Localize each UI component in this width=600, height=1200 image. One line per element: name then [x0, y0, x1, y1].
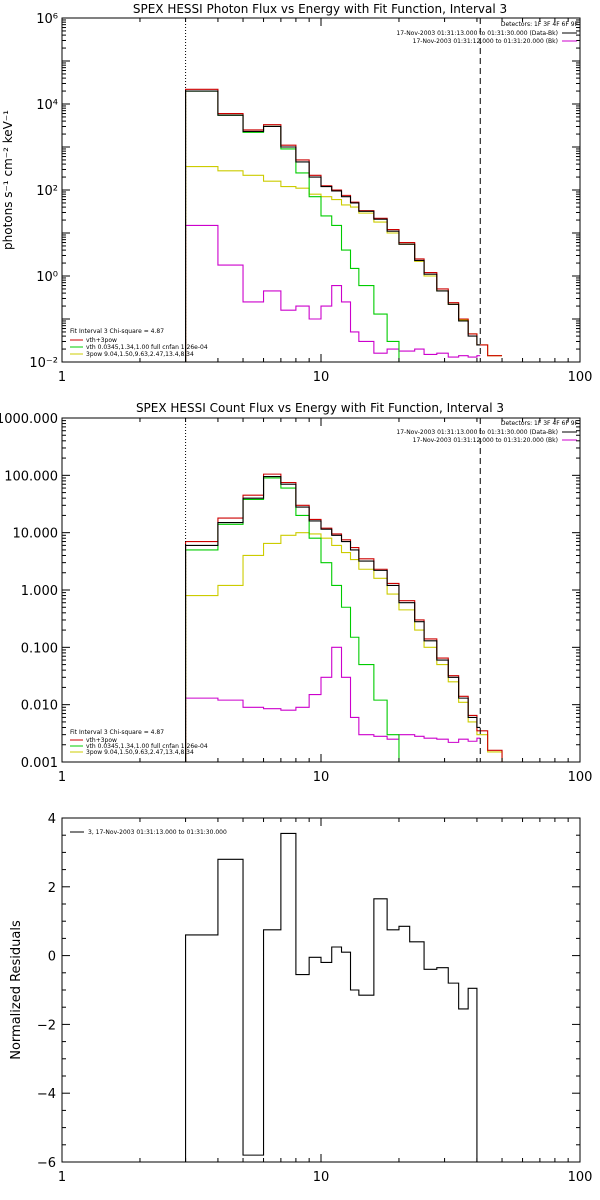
photon-flux-panel: SPEX HESSI Photon Flux vs Energy with Fi… [1, 2, 592, 385]
count-flux-legend-total: vth+3pow [86, 737, 117, 744]
panel0-data-line [185, 90, 481, 362]
panel2-residuals-line [185, 832, 481, 1162]
photon-flux-title: SPEX HESSI Photon Flux vs Energy with Fi… [133, 2, 507, 16]
count-flux-panel: SPEX HESSI Count Flux vs Energy with Fit… [0, 401, 592, 785]
count-flux-header: Detectors: 1F 3F 4F 6F 9F 17-Nov-2003 01… [396, 420, 578, 444]
photon-flux-legend-fit: Fit Interval 3 Chi-square = 4.87 [70, 328, 164, 335]
panel1-y-tick-label: 1000.000 [0, 412, 58, 427]
count-flux-header-data-interval: 17-Nov-2003 01:31:13.000 to 01:31:30.000… [396, 429, 558, 436]
panel0-y-tick-label: 10² [36, 184, 58, 199]
panel2-x-tick-label: 10 [313, 1170, 330, 1185]
photon-flux-header-bk-interval: 17-Nov-2003 01:31:12.000 to 01:31:20.000… [413, 38, 558, 45]
panel2-y-tick-label: −6 [37, 1156, 56, 1171]
panel1-power-law-line [185, 532, 513, 762]
count-flux-header-detectors: Detectors: 1F 3F 4F 6F 9F [501, 420, 579, 427]
count-flux-legend: Fit Interval 3 Chi-square = 4.87 vth+3po… [70, 729, 208, 756]
photon-flux-legend-powerlaw: 3pow 9.04,1.50,9.63,2.47,13.4,8.34 [86, 351, 194, 358]
photon-flux-y-label: photons s⁻¹ cm⁻² keV⁻¹ [1, 110, 15, 250]
panel2-y-tick-label: 4 [48, 812, 56, 827]
panel1-y-tick-label: 100.000 [4, 469, 58, 484]
panel0-thermal-line [185, 90, 405, 362]
panel1-data-line [185, 476, 481, 762]
count-flux-legend-thermal: vth 0.0345,1.34,1.00 full cnfan 1.26e-04 [86, 743, 208, 750]
panel0-y-tick-label: 10⁻² [29, 356, 58, 371]
panel0-y-tick-label: 10⁴ [36, 98, 58, 113]
panel0-x-tick-label: 1 [58, 370, 66, 385]
photon-flux-header: Detectors: 1F 3F 4F 6F 9F 17-Nov-2003 01… [396, 21, 578, 45]
panel2-y-tick-label: −2 [37, 1018, 56, 1033]
photon-flux-legend: Fit Interval 3 Chi-square = 4.87 vth+3po… [70, 328, 208, 358]
panel1-y-tick-label: 0.010 [21, 699, 58, 714]
residuals-legend-text: 3, 17-Nov-2003 01:31:13.000 to 01:31:30.… [88, 829, 227, 836]
photon-flux-header-data-interval: 17-Nov-2003 01:31:13.000 to 01:31:30.000… [396, 30, 558, 37]
photon-flux-axes: 1 10 100 10⁻² 10⁰ 10² 10⁴ 10⁶ [29, 12, 592, 385]
panel2-y-tick-label: 0 [48, 950, 56, 965]
panel0-model-total-line [185, 88, 503, 362]
panel1-background-line [185, 646, 481, 762]
panel1-x-tick-label: 1 [58, 770, 66, 785]
panel2-frame [61, 817, 581, 1163]
photon-flux-series [185, 18, 503, 362]
panel2-y-tick-label: −4 [37, 1087, 56, 1102]
panel2-x-tick-label: 100 [568, 1170, 593, 1185]
count-flux-header-bk-interval: 17-Nov-2003 01:31:12.000 to 01:31:20.000… [413, 437, 558, 444]
panel1-y-tick-label: 0.001 [21, 756, 58, 771]
panel2-y-tick-label: 2 [48, 881, 56, 896]
photon-flux-legend-thermal: vth 0.0345,1.34,1.00 full cnfan 1.26e-04 [86, 344, 208, 351]
panel0-y-tick-label: 10⁰ [36, 270, 58, 285]
panel1-y-tick-label: 1.000 [21, 584, 58, 599]
panel1-y-tick-label: 0.100 [21, 641, 58, 656]
residuals-series [185, 832, 481, 1162]
residuals-legend: 3, 17-Nov-2003 01:31:13.000 to 01:31:30.… [70, 829, 227, 836]
panel1-frame [61, 417, 581, 763]
panel0-background-line [185, 224, 481, 362]
count-flux-legend-fit: Fit Interval 3 Chi-square = 4.87 [70, 729, 164, 736]
panel1-y-tick-label: 10.000 [13, 527, 59, 542]
count-flux-legend-powerlaw: 3pow 9.04,1.50,9.63,2.47,13.4,8.34 [86, 749, 194, 756]
panel0-x-tick-label: 10 [313, 370, 330, 385]
panel1-model-total-line [185, 473, 513, 762]
panel0-y-tick-label: 10⁶ [36, 12, 58, 27]
count-flux-title: SPEX HESSI Count Flux vs Energy with Fit… [136, 401, 504, 415]
residuals-axes: 1 10 100 −6 −4 −2 0 2 4 [37, 812, 593, 1185]
count-flux-axes: 1 10 100 0.001 0.010 0.100 1.000 10.000 100.000 1… [0, 412, 592, 785]
photon-flux-legend-total: vth+3pow [86, 337, 117, 344]
photon-flux-header-detectors: Detectors: 1F 3F 4F 6F 9F [501, 21, 579, 28]
panel0-x-tick-label: 100 [568, 370, 593, 385]
panel2-x-tick-label: 1 [58, 1170, 66, 1185]
panel1-x-tick-label: 10 [313, 770, 330, 785]
count-flux-series [185, 418, 513, 762]
residuals-y-label: Normalized Residuals [9, 920, 24, 1060]
residuals-panel: Normalized Residuals 1 10 100 −6 −4 −2 0 2 4 3, … [9, 812, 592, 1185]
panel1-x-tick-label: 100 [568, 770, 593, 785]
